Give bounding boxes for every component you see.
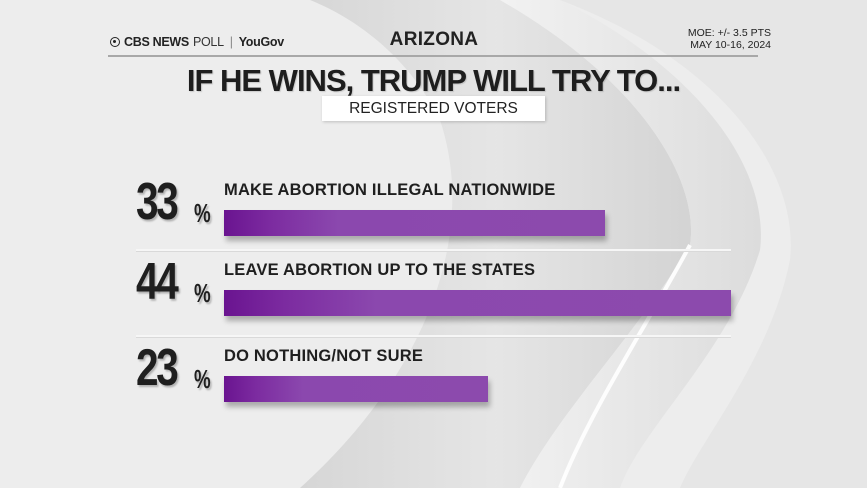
- row-divider: [136, 335, 731, 338]
- percent-number: 23: [136, 339, 179, 397]
- brand-partner: YouGov: [238, 35, 285, 49]
- brand-separator: |: [229, 35, 233, 49]
- subtitle-badge: REGISTERED VOTERS: [322, 96, 545, 121]
- percent-value: 44 %: [136, 253, 224, 316]
- percent-sign: %: [194, 278, 211, 308]
- percent-sign: %: [194, 198, 211, 228]
- poll-dates: MAY 10-16, 2024: [690, 39, 771, 51]
- bar-label: MAKE ABORTION ILLEGAL NATIONWIDE: [224, 181, 556, 199]
- percent-sign: %: [194, 364, 211, 394]
- percent-number: 33: [136, 173, 179, 231]
- cbs-eye-icon: [110, 37, 120, 47]
- poll-meta: MOE: +/- 3.5 PTS MAY 10-16, 2024: [688, 27, 771, 51]
- subtitle-text: REGISTERED VOTERS: [349, 99, 518, 117]
- header-divider: [108, 55, 758, 57]
- chart-title: IF HE WINS, TRUMP WILL TRY TO...: [186, 63, 681, 98]
- bar-label: LEAVE ABORTION UP TO THE STATES: [224, 261, 536, 279]
- percent-value: 23 %: [136, 339, 224, 402]
- bar-label: DO NOTHING/NOT SURE: [224, 347, 424, 365]
- percent-value: 33 %: [136, 173, 224, 236]
- percent-number: 44: [136, 253, 179, 311]
- margin-of-error: MOE: +/- 3.5 PTS: [687, 27, 771, 39]
- bar-33: [224, 210, 605, 236]
- bar-23: [224, 376, 488, 402]
- brand-cbs: CBS NEWS: [124, 35, 189, 49]
- row-divider: [136, 249, 731, 252]
- state-label: ARIZONA: [389, 29, 479, 50]
- poll-brand: CBS NEWS POLL | YouGov: [110, 35, 284, 49]
- bar-44: [224, 290, 731, 316]
- brand-poll: POLL: [192, 35, 224, 49]
